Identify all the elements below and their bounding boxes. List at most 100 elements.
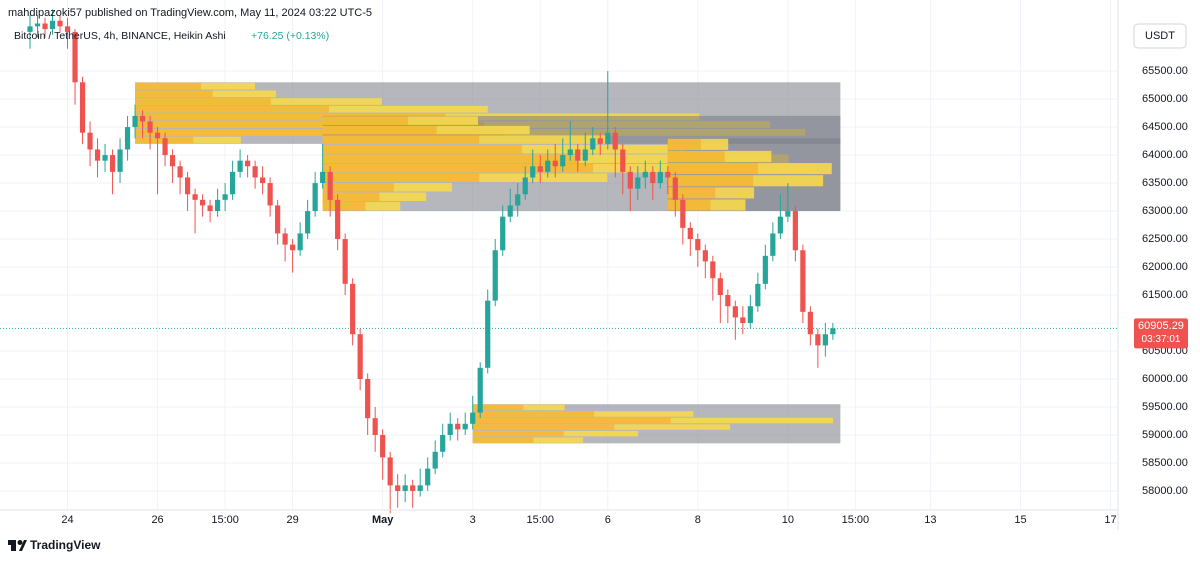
profile-row-core: [667, 187, 716, 199]
candle-body: [372, 418, 378, 435]
y-tick-label: 61500.00: [1142, 289, 1188, 301]
candle-body: [350, 283, 356, 335]
profile-row-core: [322, 154, 579, 163]
x-tick-label: 15:00: [842, 514, 870, 526]
profile-row-core: [135, 121, 485, 128]
candle-body: [184, 177, 191, 195]
currency-button[interactable]: [1133, 23, 1187, 49]
candle-body: [462, 423, 468, 430]
candle-body: [297, 233, 303, 251]
candle-body: [830, 328, 836, 335]
candle-body: [672, 177, 678, 200]
candle-body: [717, 278, 723, 296]
profile-row-core: [135, 90, 213, 98]
profile-row-core: [472, 417, 671, 424]
candle-body: [597, 138, 603, 144]
candle-body: [605, 132, 611, 144]
candle-body: [154, 132, 161, 139]
profile-row-core: [667, 150, 725, 163]
y-tick-label: 58500.00: [1142, 457, 1188, 469]
candle-body: [79, 82, 86, 133]
candle-body: [530, 166, 536, 178]
candle-body: [500, 216, 506, 251]
candle-body: [650, 171, 656, 184]
candle-body: [695, 239, 701, 251]
y-tick-label: 64500.00: [1142, 121, 1188, 133]
candle-body: [440, 434, 446, 452]
profile-row-core: [322, 163, 594, 173]
candle-body: [575, 149, 581, 161]
candle-body: [312, 183, 318, 212]
profile-row-core: [135, 113, 446, 121]
y-tick-label: 60000.00: [1142, 373, 1188, 385]
symbol-info: Bitcoin / TetherUS, 4h, BINANCE, Heikin …: [14, 30, 226, 42]
volume-profiles: [135, 82, 841, 444]
axes: 58000.00 58500.00 59000.00 59500.00 60000.00…: [61, 65, 1188, 526]
candle-body: [320, 171, 326, 184]
x-tick-label: 13: [924, 514, 936, 526]
x-tick-label: 26: [151, 514, 163, 526]
candle-body: [785, 211, 791, 217]
candle-body: [290, 244, 296, 251]
candle-body: [64, 26, 71, 32]
candle-body: [620, 149, 626, 172]
candle-body: [657, 171, 663, 184]
candle-body: [710, 261, 716, 279]
profile-row-core: [322, 192, 380, 202]
y-tick-label: 59500.00: [1142, 401, 1188, 413]
candle-body: [357, 334, 363, 380]
currency[interactable]: USDT: [1145, 30, 1175, 42]
candle-body: [485, 300, 491, 368]
candle-body: [477, 367, 483, 413]
candle-body: [417, 485, 423, 491]
price-change: +76.25 (+0.13%): [251, 30, 329, 42]
candle-body: [447, 423, 453, 435]
candle-body: [807, 311, 813, 335]
candle-body: [169, 155, 176, 167]
candle-body: [162, 138, 168, 156]
candle-body: [117, 149, 123, 172]
candle-body: [87, 132, 93, 150]
candle-body: [230, 171, 236, 195]
x-tick-label: May: [372, 514, 394, 526]
profile-row-core: [667, 163, 758, 175]
candle-body: [260, 177, 266, 184]
candle-body: [627, 171, 633, 189]
candle-body: [177, 166, 183, 178]
candle-body: [34, 23, 41, 27]
last-price-box: [1134, 318, 1188, 349]
x-tick-label: 3: [470, 514, 476, 526]
candle-body: [327, 171, 333, 200]
logo-part: [11, 540, 16, 551]
profile-row-core: [135, 105, 330, 113]
profile-box: [472, 404, 841, 444]
last-price-label: 60905.29: [1138, 320, 1184, 332]
y-tick-label: 62000.00: [1142, 261, 1188, 273]
candle-body: [455, 423, 461, 430]
candle-body: [410, 485, 416, 491]
profile-row-core: [322, 144, 522, 154]
x-tick-label: 24: [61, 514, 73, 526]
candle-body: [537, 166, 543, 172]
candle-body: [770, 233, 776, 256]
candle-body: [560, 155, 566, 167]
profile-row-core: [322, 202, 366, 211]
candle-body: [342, 239, 348, 284]
candle-body: [702, 250, 708, 262]
candle-body: [237, 160, 243, 172]
candle-body: [27, 26, 33, 32]
candle-body: [214, 199, 221, 212]
candle-body: [755, 283, 761, 307]
candle-body: [747, 306, 753, 324]
x-tick-label: 17: [1104, 514, 1116, 526]
candle-body: [305, 211, 311, 234]
candle-body: [552, 160, 558, 167]
profile-row-core: [322, 135, 480, 144]
candle-body: [432, 451, 438, 469]
y-tick-label: 65500.00: [1142, 65, 1188, 77]
candle-body: [470, 412, 476, 424]
candle-body: [252, 166, 258, 178]
x-tick-label: 15: [1014, 514, 1026, 526]
candle-body: [725, 295, 731, 307]
candle-body: [365, 379, 371, 419]
